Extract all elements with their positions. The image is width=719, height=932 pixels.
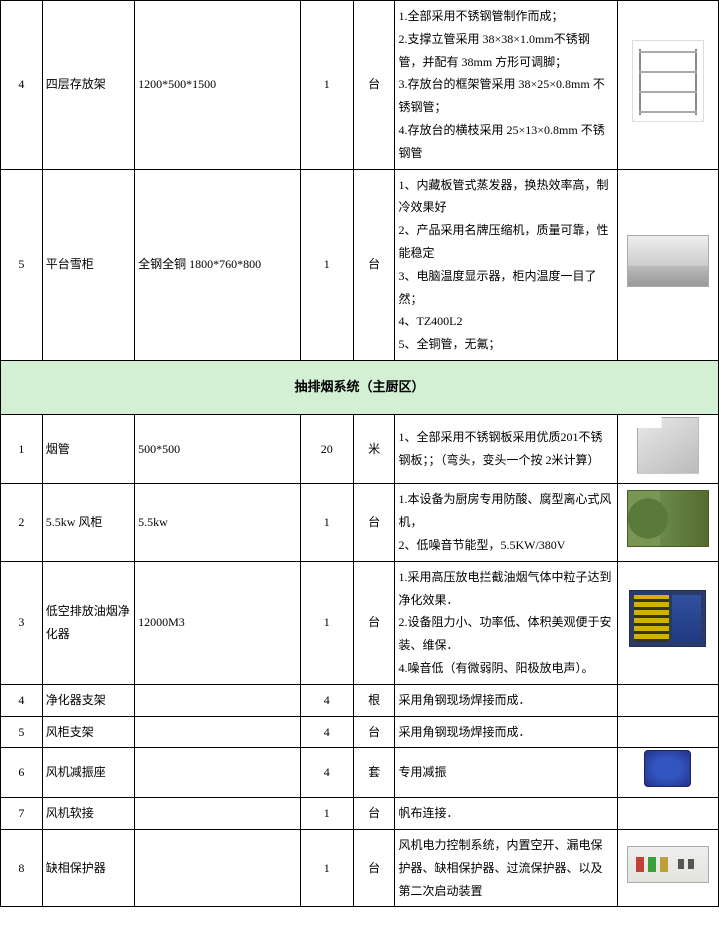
row-image-cell xyxy=(617,414,718,484)
row-no: 4 xyxy=(1,1,43,170)
row-qty: 4 xyxy=(300,716,353,748)
row-no: 3 xyxy=(1,561,43,684)
row-unit: 米 xyxy=(353,414,395,484)
row-spec xyxy=(135,716,301,748)
row-name: 净化器支架 xyxy=(42,684,134,716)
row-no: 1 xyxy=(1,414,43,484)
row-image-cell xyxy=(617,561,718,684)
purifier-icon xyxy=(629,590,706,647)
row-no: 7 xyxy=(1,798,43,830)
table-row: 25.5kw 风柜5.5kw1台1.本设备为厨房专用防酸、腐型离心式风机，2、低… xyxy=(1,484,719,561)
row-no: 5 xyxy=(1,169,43,360)
table-row: 3低空排放油烟净化器12000M31台1.采用高压放电拦截油烟气体中粒子达到净化… xyxy=(1,561,719,684)
shelf-icon xyxy=(632,40,704,122)
row-qty: 1 xyxy=(300,169,353,360)
row-qty: 4 xyxy=(300,748,353,798)
row-image-cell xyxy=(617,748,718,798)
damper-icon xyxy=(644,750,691,787)
table-row: 8缺相保护器 1台风机电力控制系统，内置空开、漏电保护器、缺相保护器、过流保护器、… xyxy=(1,830,719,907)
row-unit: 台 xyxy=(353,169,395,360)
row-desc: 1.采用高压放电拦截油烟气体中粒子达到净化效果．2.设备阻力小、功率低、体积美观… xyxy=(395,561,617,684)
row-spec xyxy=(135,684,301,716)
table-row: 5风柜支架 4台采用角钢现场焊接而成． xyxy=(1,716,719,748)
row-desc: 采用角钢现场焊接而成． xyxy=(395,684,617,716)
row-qty: 1 xyxy=(300,830,353,907)
row-spec xyxy=(135,748,301,798)
row-desc: 风机电力控制系统，内置空开、漏电保护器、缺相保护器、过流保护器、以及第二次启动装… xyxy=(395,830,617,907)
duct-icon xyxy=(637,417,699,474)
table-row: 5平台雪柜全钢全铜 1800*760*8001台1、内藏板管式蒸发器，换热效率高… xyxy=(1,169,719,360)
row-unit: 根 xyxy=(353,684,395,716)
section-header-row: 抽排烟系统（主厨区） xyxy=(1,360,719,414)
section-title: 抽排烟系统（主厨区） xyxy=(1,360,719,414)
table-row: 4四层存放架1200*500*15001台1.全部采用不锈钢管制作而成；2.支撑… xyxy=(1,1,719,170)
row-name: 四层存放架 xyxy=(42,1,134,170)
row-no: 6 xyxy=(1,748,43,798)
row-image-cell xyxy=(617,830,718,907)
table-row: 1烟管500*50020米1、全部采用不锈钢板采用优质201不锈钢板；；（弯头，… xyxy=(1,414,719,484)
row-unit: 台 xyxy=(353,1,395,170)
row-desc: 1、全部采用不锈钢板采用优质201不锈钢板；；（弯头，变头一个按 2米计算） xyxy=(395,414,617,484)
row-image-cell xyxy=(617,169,718,360)
row-name: 烟管 xyxy=(42,414,134,484)
row-spec: 12000M3 xyxy=(135,561,301,684)
table-row: 7风机软接 1台帆布连接． xyxy=(1,798,719,830)
row-no: 5 xyxy=(1,716,43,748)
row-name: 5.5kw 风柜 xyxy=(42,484,134,561)
row-name: 平台雪柜 xyxy=(42,169,134,360)
row-unit: 台 xyxy=(353,830,395,907)
row-spec: 全钢全铜 1800*760*800 xyxy=(135,169,301,360)
row-name: 风机软接 xyxy=(42,798,134,830)
row-qty: 1 xyxy=(300,484,353,561)
table-row: 4净化器支架4根采用角钢现场焊接而成． xyxy=(1,684,719,716)
row-unit: 台 xyxy=(353,484,395,561)
row-desc: 1、内藏板管式蒸发器，换热效率高，制冷效果好2、产品采用名牌压缩机，质量可靠，性… xyxy=(395,169,617,360)
row-name: 缺相保护器 xyxy=(42,830,134,907)
row-image-cell xyxy=(617,684,718,716)
row-spec xyxy=(135,798,301,830)
row-qty: 1 xyxy=(300,561,353,684)
row-unit: 台 xyxy=(353,716,395,748)
row-no: 2 xyxy=(1,484,43,561)
row-unit: 台 xyxy=(353,798,395,830)
row-qty: 1 xyxy=(300,798,353,830)
row-spec: 5.5kw xyxy=(135,484,301,561)
fan-icon xyxy=(627,490,709,547)
row-unit: 套 xyxy=(353,748,395,798)
row-image-cell xyxy=(617,798,718,830)
row-name: 低空排放油烟净化器 xyxy=(42,561,134,684)
row-image-cell xyxy=(617,716,718,748)
row-unit: 台 xyxy=(353,561,395,684)
row-no: 8 xyxy=(1,830,43,907)
row-spec xyxy=(135,830,301,907)
row-spec: 500*500 xyxy=(135,414,301,484)
row-desc: 1.本设备为厨房专用防酸、腐型离心式风机，2、低噪音节能型，5.5KW/380V xyxy=(395,484,617,561)
row-desc: 帆布连接． xyxy=(395,798,617,830)
row-spec: 1200*500*1500 xyxy=(135,1,301,170)
row-desc: 采用角钢现场焊接而成． xyxy=(395,716,617,748)
row-name: 风机减振座 xyxy=(42,748,134,798)
row-desc: 专用减振 xyxy=(395,748,617,798)
row-image-cell xyxy=(617,1,718,170)
row-qty: 1 xyxy=(300,1,353,170)
equipment-table: 4四层存放架1200*500*15001台1.全部采用不锈钢管制作而成；2.支撑… xyxy=(0,0,719,907)
controlbox-icon xyxy=(627,846,709,883)
row-qty: 4 xyxy=(300,684,353,716)
row-desc: 1.全部采用不锈钢管制作而成；2.支撑立管采用 38×38×1.0mm不锈钢管，… xyxy=(395,1,617,170)
table-row: 6风机减振座 4套专用减振 xyxy=(1,748,719,798)
row-no: 4 xyxy=(1,684,43,716)
row-qty: 20 xyxy=(300,414,353,484)
fridge-icon xyxy=(627,235,709,287)
row-image-cell xyxy=(617,484,718,561)
row-name: 风柜支架 xyxy=(42,716,134,748)
